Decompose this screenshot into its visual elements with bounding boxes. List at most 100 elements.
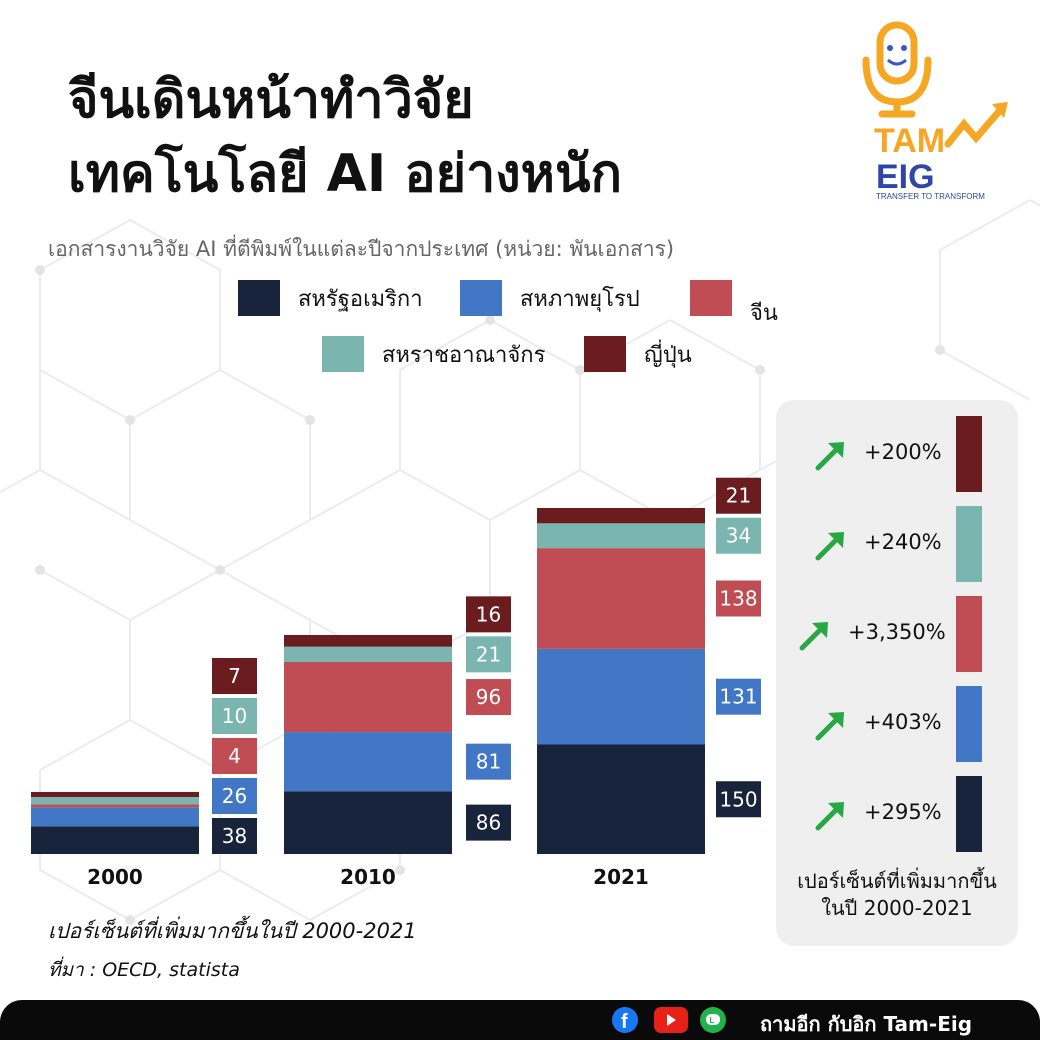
x-tick-2021: 2021 [593, 865, 649, 889]
legend-label-china: จีน [750, 300, 778, 326]
data-label-usa-2010: 86 [476, 811, 501, 835]
growth-swatch-eu [956, 686, 982, 762]
tam-eig-logo: TAM EIG TRANSFER TO TRANSFORM [862, 21, 1008, 200]
growth-value-eu: +403% [864, 710, 942, 734]
bar-usa-2000 [31, 826, 199, 854]
data-label-box-usa-2021 [716, 781, 761, 818]
data-label-box-usa-2010 [466, 804, 511, 841]
bar-uk-2010 [284, 646, 452, 663]
growth-row-usa: +295% [776, 776, 1018, 852]
legend-item-china: จีน [690, 280, 778, 326]
chart-subtitle: เอกสารงานวิจัย AI ที่ตีพิมพ์ในแต่ละปีจาก… [48, 237, 675, 261]
x-tick-2000: 2000 [87, 865, 143, 889]
svg-text:EIG: EIG [876, 158, 935, 196]
legend-label-usa: สหรัฐอเมริกา [298, 286, 423, 312]
facebook-icon[interactable]: f [612, 1007, 638, 1033]
data-label-uk-2000: 10 [222, 704, 247, 728]
growth-row-eu: +403% [776, 686, 1018, 762]
svg-text:TAM: TAM [874, 122, 945, 160]
data-label-box-china-2021 [716, 580, 761, 617]
growth-value-uk: +240% [864, 530, 942, 554]
growth-caption: เปอร์เซ็นต์ที่เพิ่มมากขึ้น ในปี 2000-202… [776, 868, 1018, 922]
data-label-box-eu-2010 [466, 743, 511, 780]
data-label-box-china-2000 [212, 738, 257, 774]
up-arrow-icon [799, 622, 828, 651]
up-arrow-icon [815, 532, 844, 561]
data-label-box-uk-2021 [716, 517, 761, 554]
legend-swatch-japan [584, 336, 626, 372]
growth-value-china: +3,350% [848, 620, 946, 644]
line-icon[interactable]: L [700, 1007, 726, 1033]
chart-note: เปอร์เซ็นต์ที่เพิ่มมากขึ้นในปี 2000-2021 [48, 919, 417, 943]
legend-label-eu: สหภาพยุโรป [520, 286, 640, 312]
data-label-usa-2021: 150 [719, 787, 757, 811]
data-label-japan-2000: 7 [228, 664, 241, 688]
up-arrow-icon [815, 442, 844, 471]
bar-japan-2010 [284, 635, 452, 647]
bar-japan-2000 [31, 791, 199, 798]
data-label-china-2021: 138 [719, 587, 757, 611]
svg-text:TRANSFER TO TRANSFORM: TRANSFER TO TRANSFORM [876, 192, 985, 200]
data-label-box-japan-2010 [466, 596, 511, 633]
bar-eu-2000 [31, 807, 199, 827]
svg-text:f: f [621, 1011, 628, 1033]
up-arrow-icon [815, 712, 844, 741]
growth-panel: เปอร์เซ็นต์ที่เพิ่มมากขึ้น ในปี 2000-202… [776, 400, 1018, 946]
bar-usa-2010 [284, 791, 452, 854]
growth-swatch-china [956, 596, 982, 672]
data-label-box-eu-2021 [716, 678, 761, 715]
legend-item-japan: ญี่ปุ่น [584, 336, 692, 372]
legend-item-uk: สหราชอาณาจักร [322, 336, 545, 372]
data-label-uk-2021: 34 [726, 524, 751, 548]
data-label-eu-2021: 131 [719, 685, 757, 709]
data-label-box-eu-2000 [212, 778, 257, 814]
growth-row-japan: +200% [776, 416, 1018, 492]
growth-caption-line1: เปอร์เซ็นต์ที่เพิ่มมากขึ้น [797, 869, 997, 893]
bar-china-2010 [284, 662, 452, 733]
legend-item-usa: สหรัฐอเมริกา [238, 280, 423, 316]
page-title-line2: เทคโนโลยี AI อย่างหนัก [68, 144, 622, 204]
data-label-japan-2021: 21 [726, 484, 751, 508]
bar-uk-2021 [537, 523, 705, 549]
growth-row-china: +3,350% [776, 596, 1018, 672]
youtube-icon[interactable] [654, 1007, 688, 1033]
bar-usa-2021 [537, 744, 705, 854]
bar-china-2021 [537, 548, 705, 649]
growth-value-japan: +200% [864, 440, 942, 464]
data-label-china-2000: 4 [228, 744, 241, 768]
bar-eu-2021 [537, 648, 705, 745]
bar-japan-2021 [537, 507, 705, 524]
footer-brand-text: ถามอีก กับอิก Tam-Eig [760, 1012, 973, 1036]
data-label-eu-2010: 81 [476, 750, 501, 774]
footer-bar: f L ถามอีก กับอิก Tam-Eig [0, 1000, 1040, 1040]
data-label-japan-2010: 16 [476, 602, 501, 626]
growth-value-usa: +295% [864, 800, 942, 824]
legend-label-japan: ญี่ปุ่น [644, 342, 692, 368]
data-label-box-uk-2000 [212, 698, 257, 734]
svg-text:L: L [710, 1016, 715, 1025]
legend-label-uk: สหราชอาณาจักร [382, 342, 546, 368]
growth-swatch-japan [956, 416, 982, 492]
page-title-line1: จีนเดินหน้าทำวิจัย [68, 70, 474, 130]
x-tick-2010: 2010 [340, 865, 396, 889]
bar-eu-2010 [284, 732, 452, 792]
data-label-box-usa-2000 [212, 818, 257, 854]
data-label-box-uk-2010 [466, 636, 511, 673]
data-label-box-japan-2021 [716, 477, 761, 514]
bar-uk-2000 [31, 797, 199, 805]
growth-swatch-usa [956, 776, 982, 852]
growth-caption-line2: ในปี 2000-2021 [821, 896, 973, 920]
legend-swatch-eu [460, 280, 502, 316]
data-label-eu-2000: 26 [222, 784, 247, 808]
legend-swatch-usa [238, 280, 280, 316]
legend-swatch-uk [322, 336, 364, 372]
data-label-box-china-2010 [466, 679, 511, 716]
source-note: ที่มา : OECD, statista [48, 959, 240, 981]
up-arrow-icon [815, 802, 844, 831]
legend-item-eu: สหภาพยุโรป [460, 280, 640, 316]
growth-swatch-uk [956, 506, 982, 582]
data-label-china-2010: 96 [476, 685, 501, 709]
data-label-uk-2010: 21 [476, 642, 501, 666]
bar-china-2000 [31, 804, 199, 808]
